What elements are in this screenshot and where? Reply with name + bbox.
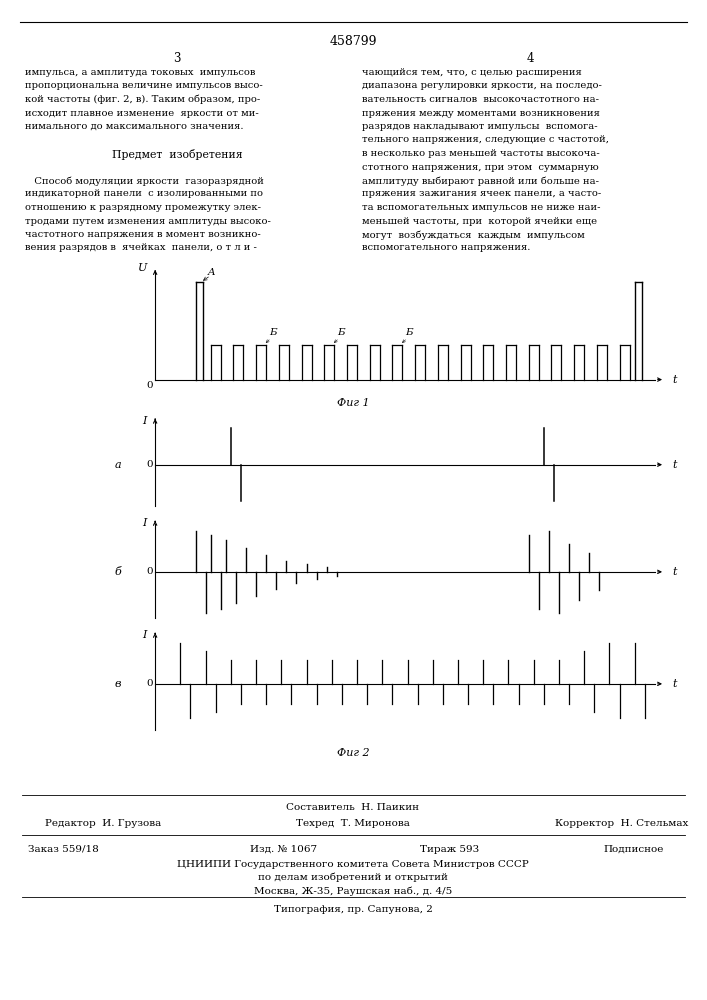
Text: нимального до максимального значения.: нимального до максимального значения.	[25, 122, 243, 131]
Text: Москва, Ж-35, Раушская наб., д. 4/5: Москва, Ж-35, Раушская наб., д. 4/5	[254, 886, 452, 896]
Text: чающийся тем, что, с целью расширения: чающийся тем, что, с целью расширения	[362, 68, 582, 77]
Text: Редактор  И. Грузова: Редактор И. Грузова	[45, 819, 161, 828]
Text: U: U	[138, 263, 148, 273]
Text: в: в	[115, 679, 122, 689]
Text: Способ модуляции яркости  газоразрядной: Способ модуляции яркости газоразрядной	[25, 176, 264, 186]
Text: вспомогательного напряжения.: вспомогательного напряжения.	[362, 243, 530, 252]
Text: 0: 0	[146, 460, 153, 469]
Text: Фиг 2: Фиг 2	[337, 748, 369, 758]
Text: тельного напряжения, следующие с частотой,: тельного напряжения, следующие с частото…	[362, 135, 609, 144]
Text: диапазона регулировки яркости, на последо-: диапазона регулировки яркости, на послед…	[362, 82, 602, 91]
Text: исходит плавное изменение  яркости от ми-: исходит плавное изменение яркости от ми-	[25, 108, 259, 117]
Text: A: A	[208, 268, 216, 277]
Text: кой частоты (фиг. 2, в). Таким образом, про-: кой частоты (фиг. 2, в). Таким образом, …	[25, 95, 260, 104]
Text: I: I	[141, 416, 146, 426]
Text: Заказ 559/18: Заказ 559/18	[28, 845, 99, 854]
Text: Тираж 593: Тираж 593	[420, 845, 479, 854]
Text: пропорциональна величине импульсов высо-: пропорциональна величине импульсов высо-	[25, 82, 263, 91]
Text: t: t	[672, 567, 677, 577]
Text: вения разрядов в  ячейках  панели, о т л и -: вения разрядов в ячейках панели, о т л и…	[25, 243, 257, 252]
Text: Техред  Т. Миронова: Техред Т. Миронова	[296, 819, 410, 828]
Text: импульса, а амплитуда токовых  импульсов: импульса, а амплитуда токовых импульсов	[25, 68, 255, 77]
Text: тродами путем изменения амплитуды высоко-: тродами путем изменения амплитуды высоко…	[25, 217, 271, 226]
Text: индикаторной панели  с изолированными по: индикаторной панели с изолированными по	[25, 190, 263, 198]
Text: ЦНИИПИ Государственного комитета Совета Министров СССР: ЦНИИПИ Государственного комитета Совета …	[177, 860, 529, 869]
Text: в несколько раз меньшей частоты высокоча-: в несколько раз меньшей частоты высокоча…	[362, 149, 600, 158]
Text: Б: Б	[337, 328, 344, 337]
Text: Фиг 1: Фиг 1	[337, 398, 369, 408]
Text: отношению к разрядному промежутку элек-: отношению к разрядному промежутку элек-	[25, 203, 261, 212]
Text: разрядов накладывают импульсы  вспомога-: разрядов накладывают импульсы вспомога-	[362, 122, 597, 131]
Text: могут  возбуждаться  каждым  импульсом: могут возбуждаться каждым импульсом	[362, 230, 585, 239]
Text: стотного напряжения, при этом  суммарную: стотного напряжения, при этом суммарную	[362, 162, 599, 172]
Text: пряжения зажигания ячеек панели, а часто-: пряжения зажигания ячеек панели, а часто…	[362, 190, 601, 198]
Text: Составитель  Н. Паикин: Составитель Н. Паикин	[286, 803, 419, 812]
Text: 0: 0	[146, 567, 153, 576]
Text: t: t	[672, 460, 677, 470]
Text: та вспомогательных импульсов не ниже наи-: та вспомогательных импульсов не ниже наи…	[362, 203, 600, 212]
Text: Типография, пр. Сапунова, 2: Типография, пр. Сапунова, 2	[274, 905, 433, 914]
Text: 3: 3	[173, 52, 181, 65]
Text: 4: 4	[526, 52, 534, 65]
Text: амплитуду выбирают равной или больше на-: амплитуду выбирают равной или больше на-	[362, 176, 599, 186]
Text: Подписное: Подписное	[603, 845, 663, 854]
Text: 0: 0	[146, 679, 153, 688]
Text: t: t	[672, 679, 677, 689]
Text: Б: Б	[269, 328, 276, 337]
Text: Изд. № 1067: Изд. № 1067	[250, 845, 317, 854]
Text: 458799: 458799	[329, 35, 377, 48]
Text: частотного напряжения в момент возникно-: частотного напряжения в момент возникно-	[25, 230, 261, 239]
Text: I: I	[141, 518, 146, 528]
Text: Предмет  изобретения: Предмет изобретения	[112, 149, 243, 160]
Text: Б: Б	[405, 328, 413, 337]
Text: а: а	[115, 460, 122, 470]
Text: Корректор  Н. Стельмах: Корректор Н. Стельмах	[555, 819, 689, 828]
Text: 0: 0	[146, 381, 153, 390]
Text: б: б	[115, 567, 122, 577]
Text: пряжения между моментами возникновения: пряжения между моментами возникновения	[362, 108, 600, 117]
Text: по делам изобретений и открытий: по делам изобретений и открытий	[258, 873, 448, 882]
Text: меньшей частоты, при  которой ячейки еще: меньшей частоты, при которой ячейки еще	[362, 217, 597, 226]
Text: вательность сигналов  высокочастотного на-: вательность сигналов высокочастотного на…	[362, 95, 599, 104]
Text: t: t	[672, 375, 677, 385]
Text: I: I	[141, 630, 146, 640]
